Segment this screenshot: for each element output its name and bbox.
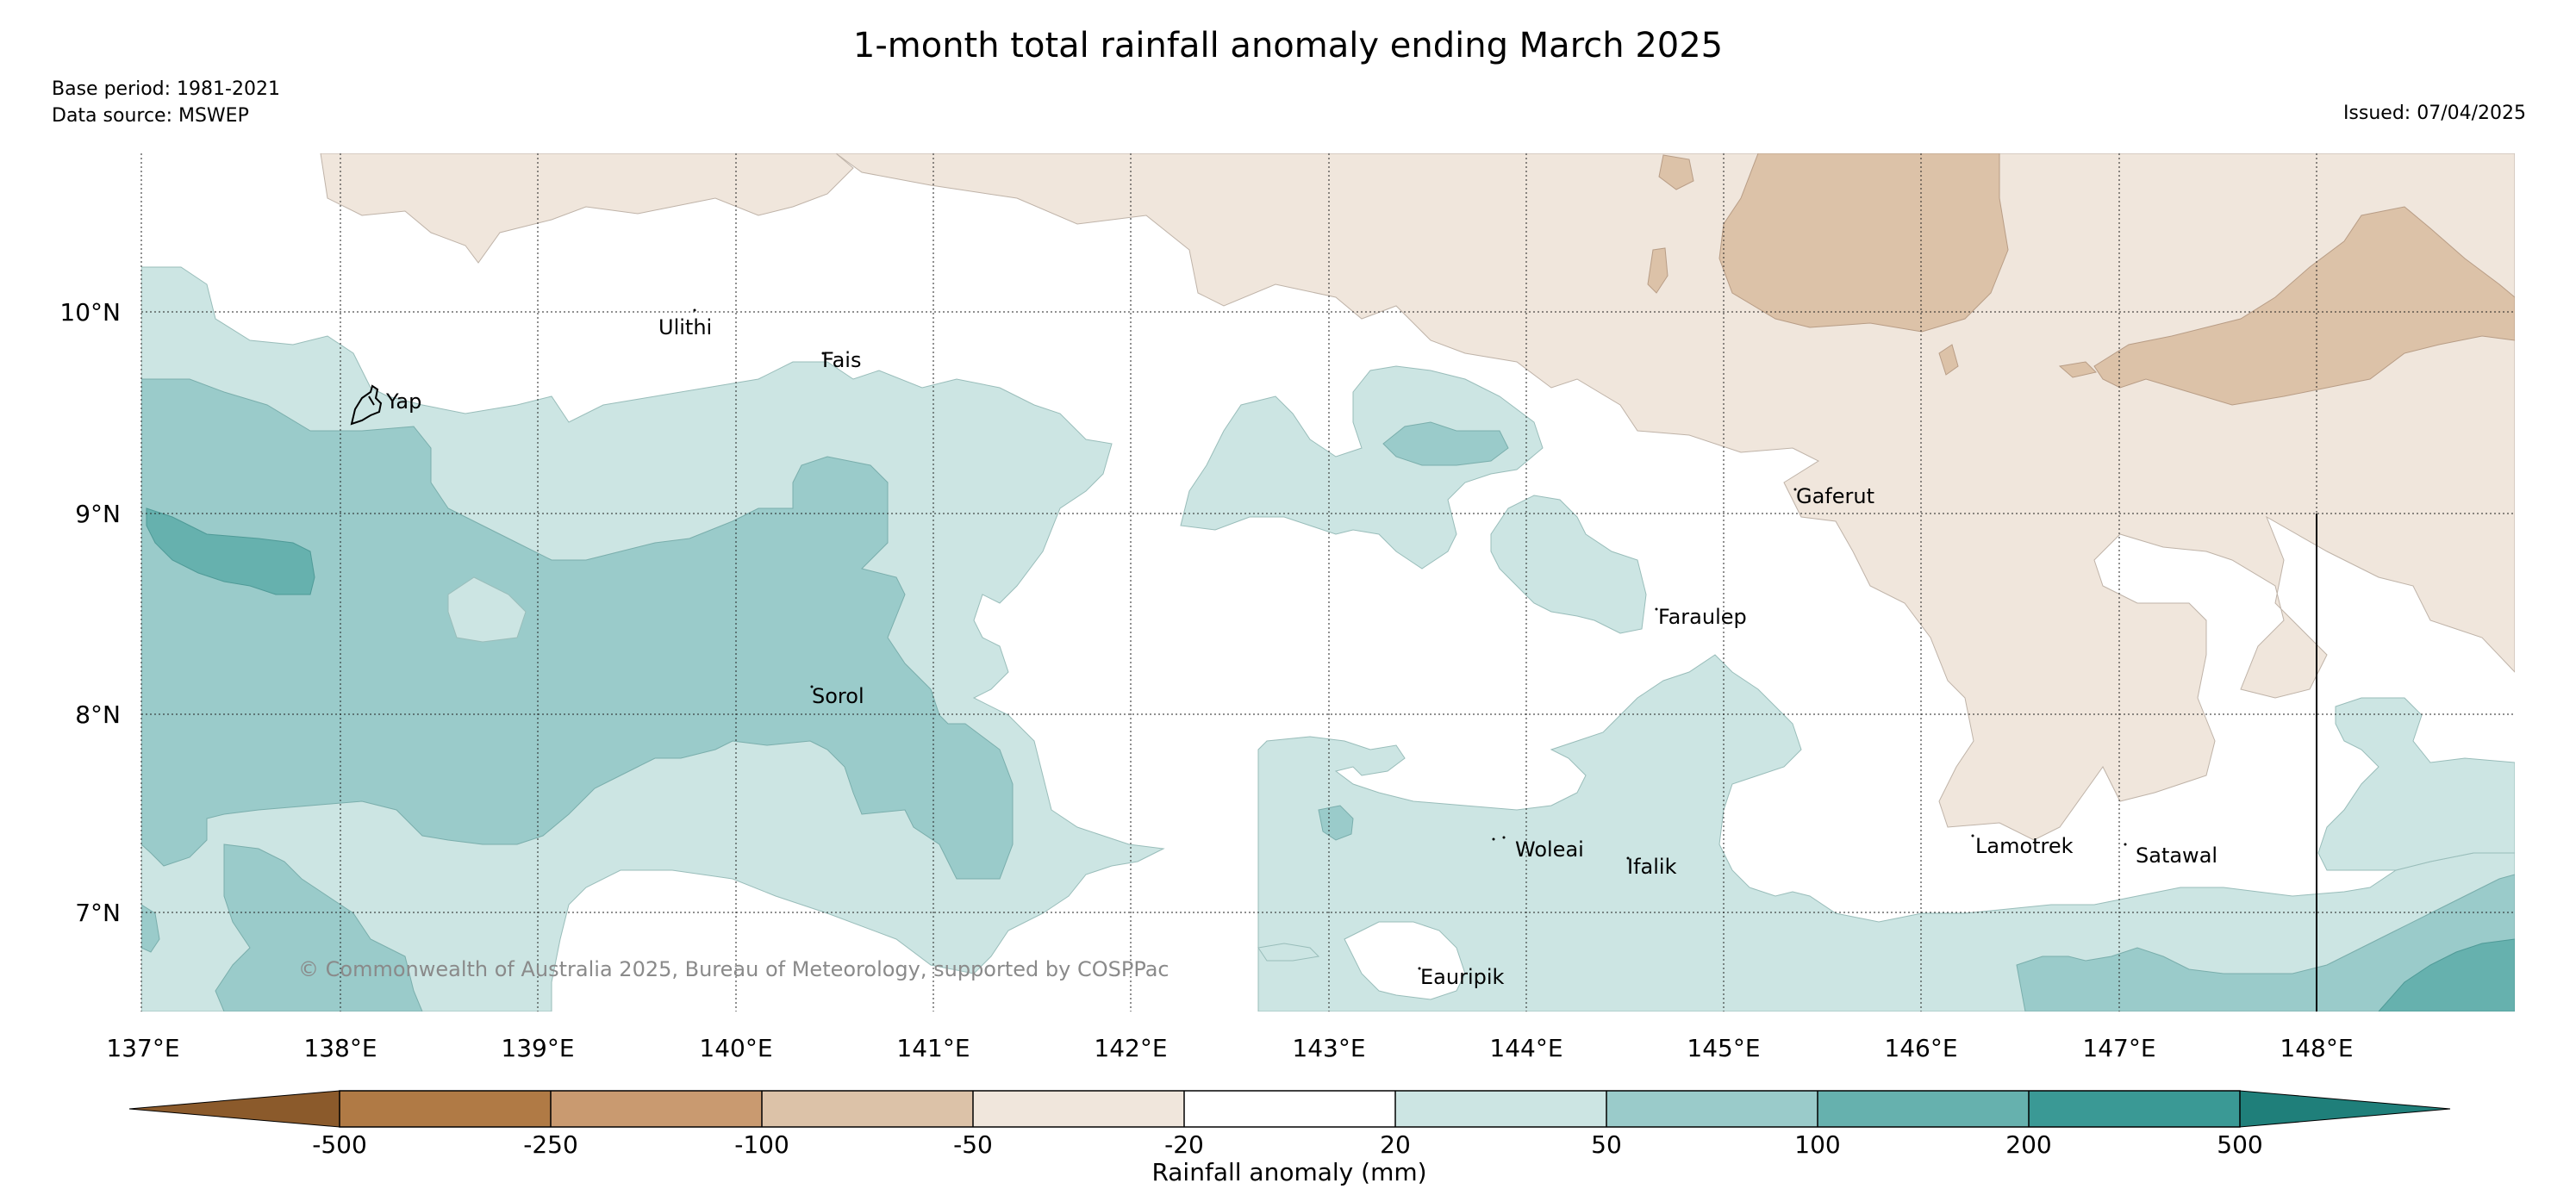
place-label-eauripik: Eauripik [1420, 965, 1505, 989]
wetter-band-southeast [2016, 874, 2515, 1012]
colorbar-segment [1395, 1091, 1606, 1127]
colorbar-segment [2029, 1091, 2240, 1127]
colorbar-tick: -250 [523, 1130, 578, 1159]
colorbar-tick: -500 [312, 1130, 367, 1159]
place-label-ulithi: Ulithi [658, 315, 712, 339]
lon-label-144e: 144°E [1489, 1034, 1562, 1062]
colorbar-segment [973, 1091, 1184, 1127]
drier-patch-small-4 [2058, 361, 2097, 378]
lon-label-146e: 146°E [1884, 1034, 1957, 1062]
place-label-ifalik: Ifalik [1627, 855, 1677, 879]
colorbar-tick: -50 [953, 1130, 993, 1159]
lat-label-10n: 10°N [59, 298, 121, 327]
colorbar-tick: 20 [1380, 1130, 1411, 1159]
colorbar-segment [1606, 1091, 1818, 1127]
base-period: Base period: 1981-2021 [52, 78, 280, 100]
wet-hole-west [447, 576, 527, 643]
colorbar-segment [1184, 1091, 1395, 1127]
colorbar-tick: 50 [1591, 1130, 1622, 1159]
drier-patch-central [1718, 153, 2009, 333]
lat-label-8n: 8°N [75, 700, 121, 729]
lon-label-140e: 140°E [699, 1034, 772, 1062]
lon-label-148e: 148°E [2280, 1034, 2353, 1062]
lon-label-139e: 139°E [501, 1034, 574, 1062]
place-label-fais: Fais [822, 348, 861, 372]
wet-patch-small-south [1257, 943, 1320, 962]
colorbar: -500 -250 -100 -50 -20 20 50 100 200 500… [128, 1090, 2451, 1186]
wetter-patch-central-north [1382, 421, 1509, 466]
graticule [141, 153, 2515, 1012]
map-area [141, 153, 2515, 1012]
yap-island [350, 384, 383, 426]
map-title: 1-month total rainfall anomaly ending Ma… [852, 26, 1724, 65]
wet-region-east [2317, 697, 2515, 871]
copyright-notice: © Commonwealth of Australia 2025, Bureau… [298, 957, 1169, 981]
lon-label-138e: 138°E [303, 1034, 377, 1062]
colorbar-extend-low [128, 1090, 340, 1128]
colorbar-segment [340, 1091, 551, 1127]
latitude-labels: 10°N 9°N 8°N 7°N [59, 298, 121, 927]
drier-patch-small-2 [1647, 247, 1668, 294]
place-label-gaferut: Gaferut [1796, 484, 1874, 508]
wettest-patch-southeast [2378, 938, 2515, 1012]
drier-patch-northeast [2093, 206, 2515, 406]
wet-patch-central-north [1180, 365, 1544, 570]
lon-label-145e: 145°E [1687, 1034, 1760, 1062]
lat-label-9n: 9°N [75, 500, 121, 528]
lon-label-141e: 141°E [896, 1034, 970, 1062]
colorbar-segment [1818, 1091, 2029, 1127]
colorbar-tick: 500 [2217, 1130, 2262, 1159]
wetter-patch-southwest [215, 844, 423, 1012]
place-label-satawal: Satawal [2136, 844, 2217, 868]
wet-patch-faraulep [1490, 495, 1647, 634]
colorbar-segment [762, 1091, 973, 1127]
lon-label-143e: 143°E [1292, 1034, 1365, 1062]
data-source: Data source: MSWEP [52, 105, 249, 127]
drier-patch-small-3 [1938, 344, 1959, 376]
lon-label-147e: 147°E [2082, 1034, 2155, 1062]
issued-date: Issued: 07/04/2025 [2342, 103, 2526, 124]
lon-label-137e: 137°E [106, 1034, 179, 1062]
place-label-woleai: Woleai [1515, 837, 1584, 862]
meta-info: Base period: 1981-2021 Data source: MSWE… [52, 76, 280, 129]
colorbar-extend-high [2239, 1090, 2451, 1128]
colorbar-segment [551, 1091, 762, 1127]
colorbar-tick: -20 [1164, 1130, 1204, 1159]
colorbar-tick: 100 [1794, 1130, 1840, 1159]
dry-hole-south [1344, 921, 1466, 1000]
colorbar-tick: -100 [734, 1130, 789, 1159]
longitude-labels: 137°E 138°E 139°E 140°E 141°E 142°E 143°… [106, 1034, 2353, 1062]
place-label-sorol: Sorol [812, 684, 864, 708]
place-label-yap: Yap [385, 389, 421, 414]
colorbar-label: Rainfall anomaly (mm) [1151, 1158, 1426, 1186]
place-labels: Ulithi Fais Yap Gaferut Faraulep Sorol W… [385, 315, 2217, 989]
lat-label-7n: 7°N [75, 899, 121, 927]
drier-patch-small-1 [1658, 154, 1694, 190]
lon-label-142e: 142°E [1094, 1034, 1167, 1062]
place-label-lamotrek: Lamotrek [1975, 834, 2074, 858]
wetter-patch-small-central [1318, 805, 1354, 841]
dry-region-northwest [320, 153, 854, 264]
colorbar-tick: 200 [2005, 1130, 2051, 1159]
wetter-region-west [141, 378, 1014, 880]
wetter-patch-sw-edge [141, 904, 160, 953]
place-label-faraulep: Faraulep [1658, 605, 1747, 629]
wet-region-south-central [1257, 654, 2515, 1012]
wettest-patch-west [146, 507, 315, 595]
island-markers [693, 308, 2127, 970]
